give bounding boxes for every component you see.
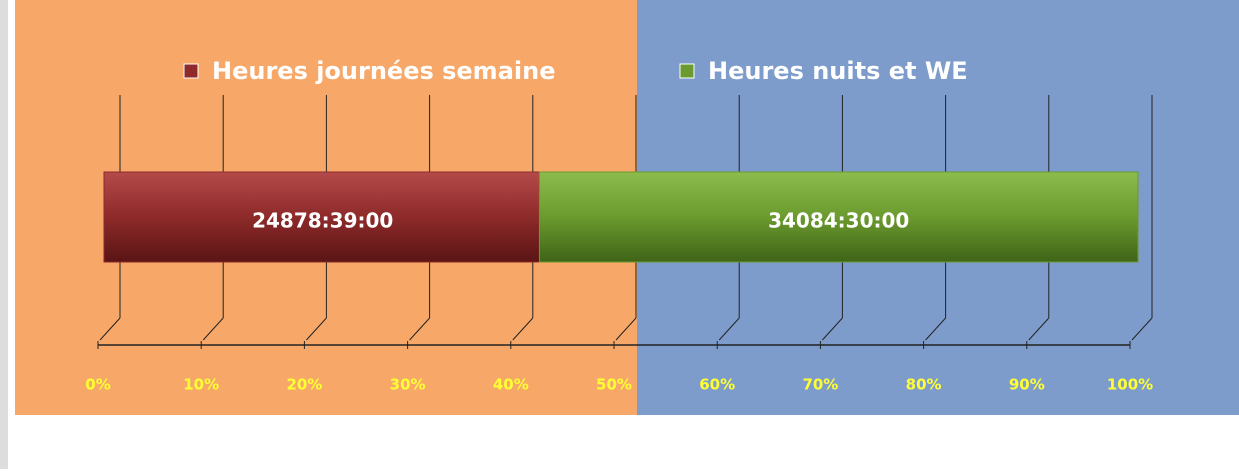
grid-foot [99,317,121,341]
x-tick-label: 60% [699,376,735,394]
x-tick-label: 70% [802,376,838,394]
grid-foot [306,317,327,341]
grid-foot [1028,317,1050,341]
legend-swatch [183,63,199,79]
legend-swatch [679,63,695,79]
grid-foot [925,317,946,341]
legend-label: Heures nuits et WE [708,57,968,85]
grid-foot [822,317,843,341]
x-tick-label: 50% [596,376,632,394]
bar-segment [103,171,542,263]
legend-label: Heures journées semaine [212,57,555,85]
x-tick-label: 0% [85,376,110,394]
grid-foot [1131,317,1153,341]
bar-segment [538,171,1139,263]
data-label: 34084:30:00 [768,209,909,233]
grid-foot [512,317,534,341]
x-tick-label: 90% [1009,376,1045,394]
x-tick-label: 40% [493,376,529,394]
x-tick-label: 10% [183,376,219,394]
grid-foot [202,317,224,341]
plot: 0% 10% 20% 30% 40% 50% 60% 70% 80% 90% 100% 24878:3… [85,57,1153,394]
grid-foot [615,317,637,341]
x-tick-label: 20% [286,376,322,394]
side-strip [0,0,8,469]
grid-foot [409,317,430,341]
x-tick-label: 100% [1107,376,1153,394]
x-tick-label: 80% [906,376,942,394]
data-label: 24878:39:00 [252,209,393,233]
grid-foot [718,317,740,341]
x-tick-label: 30% [390,376,426,394]
